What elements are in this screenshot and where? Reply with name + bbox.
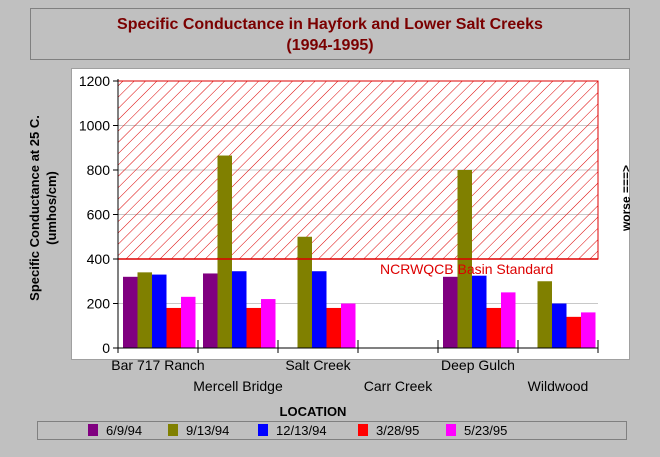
bar: [232, 271, 247, 348]
bar: [123, 276, 138, 348]
legend-label: 6/9/94: [106, 423, 143, 438]
y-tick-label: 600: [87, 207, 111, 223]
legend-swatch: [258, 424, 268, 436]
x-tick-label: Carr Creek: [364, 378, 433, 394]
legend: 6/9/94 9/13/94 12/13/94 3/28/95 5/23/95: [37, 421, 627, 440]
bar: [537, 281, 552, 348]
bar: [326, 307, 341, 348]
bar: [581, 312, 596, 348]
bar: [501, 292, 516, 348]
x-tick-label: Deep Gulch: [441, 357, 515, 373]
legend-item: 12/13/94: [258, 424, 327, 438]
bar: [443, 276, 458, 348]
chart-title-line-2: (1994-1995): [286, 37, 374, 54]
basin-standard-label: NCRWQCB Basin Standard: [380, 261, 553, 277]
legend-swatch: [168, 424, 178, 436]
bar: [312, 271, 327, 348]
legend-item: 9/13/94: [168, 424, 229, 438]
bar: [261, 299, 276, 348]
bar: [472, 275, 487, 348]
x-tick-label: Mercell Bridge: [193, 378, 283, 394]
x-tick-label: Salt Creek: [285, 357, 351, 373]
bar: [552, 303, 567, 348]
bar: [246, 307, 261, 348]
y-axis-label-line-1: Specific Conductance at 25 C.: [27, 115, 42, 301]
bar: [152, 274, 167, 348]
x-axis-label: LOCATION: [279, 404, 347, 419]
y-tick-label: 200: [87, 296, 111, 312]
legend-label: 3/28/95: [376, 423, 420, 438]
y-tick-label: 400: [87, 251, 111, 267]
bar: [486, 307, 501, 348]
bar: [341, 303, 356, 348]
bar: [297, 236, 312, 348]
worse-direction-label: worse ===>: [619, 164, 633, 232]
bar: [217, 155, 232, 348]
legend-swatch: [358, 424, 368, 436]
y-tick-label: 1000: [79, 118, 110, 134]
y-axis-label-line-2: (umhos/cm): [44, 171, 59, 245]
y-tick-label: 1200: [79, 73, 110, 89]
legend-label: 12/13/94: [276, 423, 327, 438]
exceedance-region: [117, 80, 599, 260]
bar: [566, 316, 581, 348]
y-axis-label: Specific Conductance at 25 C. (umhos/cm): [26, 98, 60, 318]
legend-label: 9/13/94: [186, 423, 230, 438]
chart-title: Specific Conductance in Hayfork and Lowe…: [30, 8, 630, 60]
legend-item: 3/28/95: [358, 424, 419, 438]
y-tick-label: 800: [87, 162, 111, 178]
legend-item: 6/9/94: [88, 424, 142, 438]
x-tick-label: Wildwood: [528, 378, 589, 394]
bar: [166, 307, 181, 348]
chart-title-line-1: Specific Conductance in Hayfork and Lowe…: [117, 16, 543, 33]
x-tick-label: Bar 717 Ranch: [111, 357, 204, 373]
legend-swatch: [88, 424, 98, 436]
legend-label: 5/23/95: [464, 423, 508, 438]
bar: [203, 273, 218, 348]
bar: [137, 272, 152, 348]
y-tick-label: 0: [102, 340, 110, 356]
legend-swatch: [446, 424, 456, 436]
bar: [181, 296, 196, 348]
legend-item: 5/23/95: [446, 424, 507, 438]
